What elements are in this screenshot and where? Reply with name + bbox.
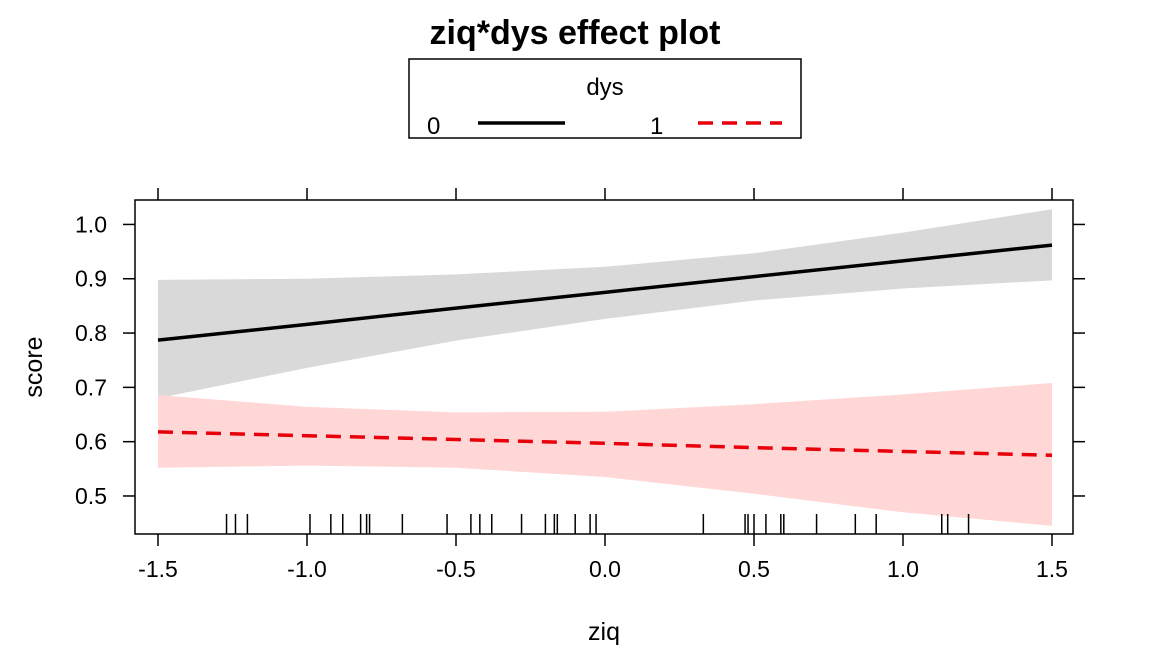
y-tick-label: 0.9: [75, 266, 107, 292]
legend-box: [408, 58, 802, 139]
plot-frame: [134, 199, 1074, 535]
x-tick-label: -0.5: [436, 556, 476, 582]
confidence-band-dys-0: [158, 209, 1052, 399]
x-axis: -1.5 -1.0 -0.5 0.0 0.5 1.0 1.5: [138, 188, 1068, 582]
y-axis-label: score: [20, 336, 48, 397]
effect-line-dys-0: [157, 243, 1053, 342]
confidence-band-dys-1: [158, 383, 1052, 526]
confidence-bands: [158, 209, 1052, 526]
effect-line-dys-1: [157, 430, 1053, 458]
y-tick-label: 1.0: [75, 211, 107, 237]
y-tick-label: 0.7: [75, 374, 107, 400]
legend: dys 0 1: [408, 58, 802, 140]
y-tick-label: 0.5: [75, 483, 107, 509]
y-tick-label: 0.8: [75, 320, 107, 346]
y-axis: 0.5 0.6 0.7 0.8 0.9 1.0: [75, 211, 1085, 509]
x-tick-label: -1.0: [287, 556, 327, 582]
x-tick-label: -1.5: [138, 556, 178, 582]
effect-lines: [157, 243, 1053, 458]
rug-ticks: [225, 514, 970, 534]
x-axis-label: ziq: [588, 618, 620, 646]
x-tick-label: 1.5: [1036, 556, 1068, 582]
chart-title: ziq*dys effect plot: [430, 14, 721, 52]
x-tick-label: 0.0: [589, 556, 621, 582]
legend-title: dys: [586, 74, 623, 101]
x-tick-label: 1.0: [887, 556, 919, 582]
legend-label-1: 1: [650, 113, 663, 140]
y-tick-label: 0.6: [75, 429, 107, 455]
x-tick-label: 0.5: [738, 556, 770, 582]
legend-label-0: 0: [427, 113, 440, 140]
